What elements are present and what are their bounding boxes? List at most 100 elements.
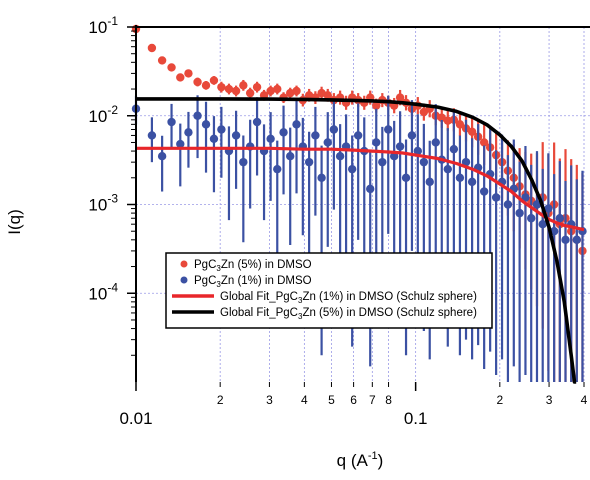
data-point	[292, 120, 301, 129]
data-point	[413, 146, 423, 156]
x-axis-title-sup: -1	[368, 450, 378, 462]
data-point	[538, 219, 547, 229]
x-tick-label: 0.01	[119, 409, 152, 428]
data-point	[395, 142, 405, 151]
data-point	[184, 69, 193, 78]
x-minor-tick-label: 6	[350, 393, 357, 407]
legend-label: Global Fit_PgC3Zn (1%) in DMSO (Schulz s…	[220, 291, 477, 305]
data-point	[455, 173, 465, 182]
data-point	[279, 128, 288, 137]
data-point	[431, 138, 440, 147]
data-point	[224, 84, 234, 94]
data-point	[273, 84, 282, 94]
series-layer	[131, 24, 587, 382]
legend-label: PgC3Zn (5%) in DMSO	[194, 259, 312, 273]
data-point	[455, 120, 465, 129]
x-minor-tick-label: 8	[385, 393, 392, 407]
data-point	[372, 101, 381, 110]
data-point	[555, 214, 565, 223]
data-point	[329, 125, 339, 134]
data-point	[407, 131, 417, 140]
legend-box	[165, 252, 493, 329]
data-point	[347, 164, 357, 174]
data-point	[176, 139, 185, 149]
data-point	[323, 138, 332, 147]
x-minor-tick-label: 2	[217, 393, 224, 407]
data-point	[167, 117, 176, 127]
fit-line-5pct	[136, 97, 577, 384]
x-axis-title-base: q (A	[337, 451, 369, 470]
fit-layer	[136, 97, 585, 384]
data-point	[366, 184, 375, 194]
legend: PgC3Zn (5%) in DMSO PgC3Zn (1%) in DMSO Gl…	[165, 252, 493, 329]
data-point	[176, 73, 185, 82]
data-point	[335, 152, 345, 161]
data-point	[304, 157, 314, 167]
axis-layer: 10-1 10-2 10-3 10-4 0.01 0.1 2 3 4 5 6 7 8 2 3 4	[88, 14, 590, 428]
data-point	[491, 193, 501, 202]
data-point	[467, 177, 477, 187]
data-point	[461, 157, 471, 167]
data-point	[201, 120, 211, 129]
x-minor-tick-label: 7	[369, 393, 376, 407]
data-point	[167, 63, 176, 72]
x-minor-tick-label: 3	[266, 393, 273, 407]
data-point	[544, 204, 553, 213]
y-tick-label: 10-3	[88, 192, 118, 215]
data-point	[467, 127, 477, 136]
data-point	[521, 193, 530, 202]
data-point	[419, 157, 429, 167]
x-axis-title: q (A-1)	[337, 450, 384, 470]
data-point	[572, 235, 582, 245]
x-minor-tick-label: 3	[546, 393, 553, 407]
data-point	[266, 134, 275, 143]
legend-marker	[180, 276, 188, 284]
data-point	[239, 81, 248, 90]
legend-marker	[180, 260, 188, 268]
data-point	[217, 82, 226, 92]
x-minor-tick-label: 5	[328, 393, 335, 407]
data-point	[503, 200, 513, 209]
data-point	[479, 187, 489, 196]
x-minor-tick-label: 2	[496, 393, 503, 407]
data-point	[527, 214, 536, 223]
data-point	[147, 43, 157, 53]
series-pgc3zn-1pct	[131, 95, 587, 382]
data-point	[292, 86, 301, 96]
data-point	[273, 164, 282, 174]
data-point	[395, 93, 405, 102]
data-point	[378, 157, 387, 167]
data-point	[201, 81, 211, 90]
x-minor-tick-label: 4	[581, 393, 588, 407]
data-point	[286, 88, 295, 98]
x-minor-tick-label: 4	[301, 393, 308, 407]
data-point	[209, 134, 219, 143]
data-point	[401, 173, 411, 182]
data-point	[157, 56, 167, 65]
data-point	[479, 138, 489, 147]
data-point	[231, 86, 241, 96]
data-point	[372, 138, 381, 147]
data-point	[231, 131, 241, 140]
data-point	[561, 235, 570, 245]
data-point	[532, 200, 542, 209]
data-point	[317, 173, 326, 182]
data-point	[425, 177, 434, 187]
legend-label: PgC3Zn (1%) in DMSO	[194, 275, 312, 289]
data-point	[147, 131, 157, 140]
data-point	[252, 82, 262, 92]
data-point	[266, 86, 275, 96]
data-point	[323, 91, 332, 100]
data-point	[245, 88, 255, 98]
data-point	[184, 128, 193, 137]
data-point	[193, 77, 202, 87]
data-point	[384, 125, 393, 134]
data-point	[286, 152, 295, 161]
fit-line-1pct	[136, 146, 585, 232]
legend-label: Global Fit_PgC3Zn (5%) in DMSO (Schulz s…	[220, 307, 477, 321]
data-point	[449, 144, 459, 154]
data-point	[443, 164, 452, 174]
x-tick-label: 0.1	[404, 409, 428, 428]
